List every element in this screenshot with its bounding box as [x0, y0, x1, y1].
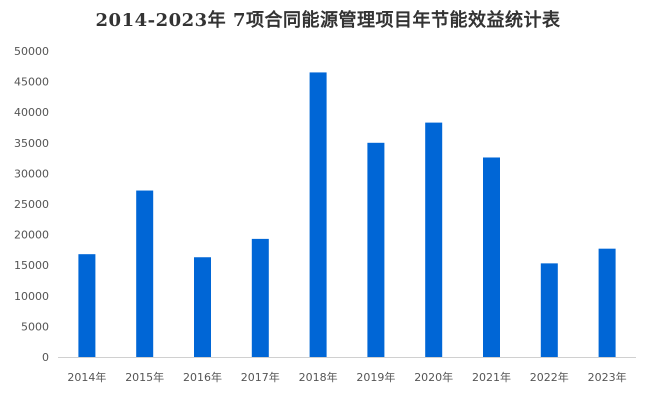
- bar: [540, 263, 558, 357]
- y-tick-label: 30000: [14, 167, 49, 180]
- x-tick-label: 2014年: [67, 370, 106, 384]
- bar: [483, 157, 500, 357]
- y-tick-label: 35000: [14, 137, 49, 150]
- x-tick-label: 2019年: [356, 370, 395, 384]
- y-tick-label: 15000: [14, 259, 49, 272]
- bar: [598, 248, 616, 357]
- y-tick-label: 25000: [14, 198, 49, 211]
- chart-title: 2014-2023年 7项合同能源管理项目年节能效益统计表: [95, 10, 561, 31]
- x-tick-label: 2016年: [183, 370, 222, 384]
- bar: [194, 257, 211, 357]
- bar: [78, 254, 96, 357]
- y-tick-label: 10000: [14, 290, 49, 303]
- y-tick-label: 5000: [21, 320, 49, 333]
- x-tick-label: 2023年: [588, 370, 627, 384]
- y-tick-label: 40000: [14, 106, 49, 119]
- y-axis: 0 5000 10000 15000 20000 25000 30000 35000 40000…: [14, 45, 49, 364]
- y-tick-label: 50000: [14, 45, 49, 58]
- x-tick-label: 2021年: [472, 370, 511, 384]
- x-tick-label: 2015年: [125, 370, 164, 384]
- y-tick-label: 20000: [14, 229, 49, 242]
- bars: [78, 72, 616, 358]
- y-tick-label: 0: [42, 351, 49, 364]
- bar: [136, 190, 154, 357]
- x-axis: 2014年 2015年 2016年 2017年 2018年 2019年 2020年 2021年…: [67, 370, 626, 384]
- y-tick-label: 45000: [14, 76, 49, 89]
- x-tick-label: 2020年: [414, 370, 453, 384]
- x-tick-label: 2017年: [241, 370, 280, 384]
- bar: [251, 238, 269, 357]
- bar: [425, 122, 443, 357]
- x-tick-label: 2018年: [299, 370, 338, 384]
- x-tick-label: 2022年: [530, 370, 569, 384]
- bar: [309, 72, 327, 358]
- bar: [367, 142, 385, 357]
